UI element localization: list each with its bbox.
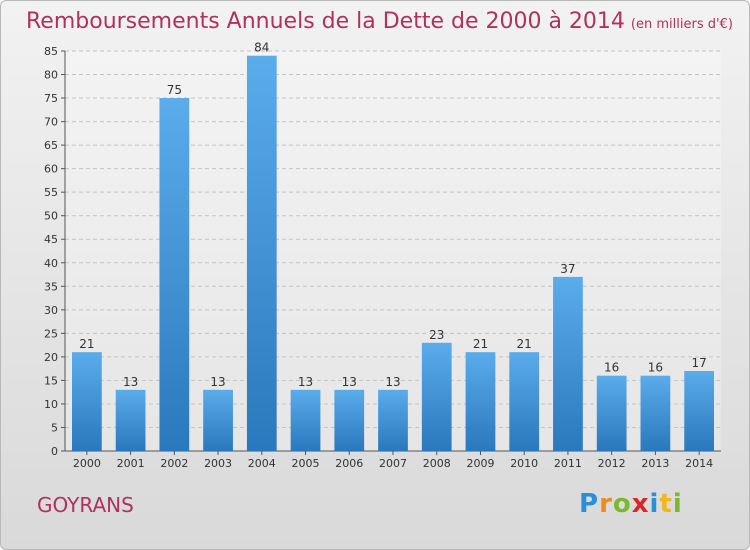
bar-value-label: 13: [298, 375, 313, 389]
x-tick-label: 2010: [510, 457, 538, 470]
y-tick-label: 80: [44, 69, 58, 82]
logo-letter: r: [599, 489, 613, 519]
bar: [71, 352, 102, 451]
bar-value-label: 13: [385, 375, 400, 389]
logo-letter: i: [672, 489, 683, 519]
logo-letter: t: [659, 489, 673, 519]
y-tick-label: 60: [44, 163, 58, 176]
bar: [553, 276, 583, 451]
bar-value-label: 16: [648, 361, 663, 375]
x-tick-label: 2004: [248, 457, 276, 470]
x-tick-label: 2011: [554, 457, 582, 470]
bar: [203, 389, 233, 451]
x-tick-label: 2000: [73, 457, 101, 470]
chart-title: Remboursements Annuels de la Dette de 20…: [26, 9, 733, 34]
y-tick-label: 35: [44, 280, 58, 293]
y-tick-label: 65: [44, 139, 58, 152]
bar-value-label: 84: [254, 41, 269, 55]
y-tick-label: 20: [44, 351, 58, 364]
x-tick-label: 2006: [335, 457, 363, 470]
logo-letter: P: [579, 489, 600, 519]
bar-value-label: 21: [79, 337, 94, 351]
x-tick-label: 2014: [685, 457, 713, 470]
x-tick-label: 2003: [204, 457, 232, 470]
y-tick-label: 75: [44, 92, 58, 105]
bar: [290, 389, 321, 451]
bar: [509, 352, 540, 451]
x-tick-label: 2012: [598, 457, 626, 470]
x-tick-label: 2009: [466, 457, 494, 470]
y-tick-label: 0: [51, 445, 58, 458]
x-tick-label: 2008: [423, 457, 451, 470]
bar: [465, 352, 496, 451]
logo-letter: i: [649, 489, 660, 519]
x-tick-label: 2001: [117, 457, 145, 470]
chart-unit: (en milliers d'€): [630, 17, 733, 32]
bar-value-label: 75: [167, 83, 182, 97]
bar-value-label: 16: [604, 361, 619, 375]
y-tick-label: 15: [44, 374, 58, 387]
bar-value-label: 13: [210, 375, 225, 389]
y-tick-label: 5: [51, 421, 58, 434]
y-tick-label: 25: [44, 327, 58, 340]
bar: [421, 342, 452, 451]
bar: [334, 389, 365, 451]
bar: [684, 371, 715, 451]
y-tick-label: 10: [44, 398, 58, 411]
x-tick-label: 2005: [292, 457, 320, 470]
x-tick-label: 2013: [641, 457, 669, 470]
x-tick-label: 2002: [160, 457, 188, 470]
bar-value-label: 23: [429, 328, 444, 342]
y-tick-label: 40: [44, 257, 58, 270]
y-tick-label: 70: [44, 116, 58, 129]
bar-value-label: 37: [560, 262, 575, 276]
y-tick-label: 50: [44, 210, 58, 223]
bar: [640, 375, 671, 451]
y-tick-label: 45: [44, 233, 58, 246]
bar-value-label: 21: [473, 337, 488, 351]
logo-letter: x: [631, 489, 650, 519]
bar: [596, 375, 627, 451]
chart-title-text: Remboursements Annuels de la Dette de 20…: [26, 9, 625, 34]
bar: [246, 55, 277, 452]
bar-value-label: 13: [123, 375, 138, 389]
commune-name: GOYRANS: [37, 493, 134, 517]
bar-value-label: 13: [342, 375, 357, 389]
y-tick-label: 55: [44, 186, 58, 199]
x-tick-label: 2007: [379, 457, 407, 470]
bar-value-label: 21: [517, 337, 532, 351]
bar-value-label: 17: [691, 356, 706, 370]
bar: [115, 389, 146, 451]
y-tick-label: 85: [44, 45, 58, 58]
bar: [159, 98, 190, 451]
bar: [378, 389, 408, 451]
proxiti-logo: Proxiti: [579, 489, 683, 519]
y-tick-label: 30: [44, 304, 58, 317]
logo-letter: o: [612, 489, 632, 519]
